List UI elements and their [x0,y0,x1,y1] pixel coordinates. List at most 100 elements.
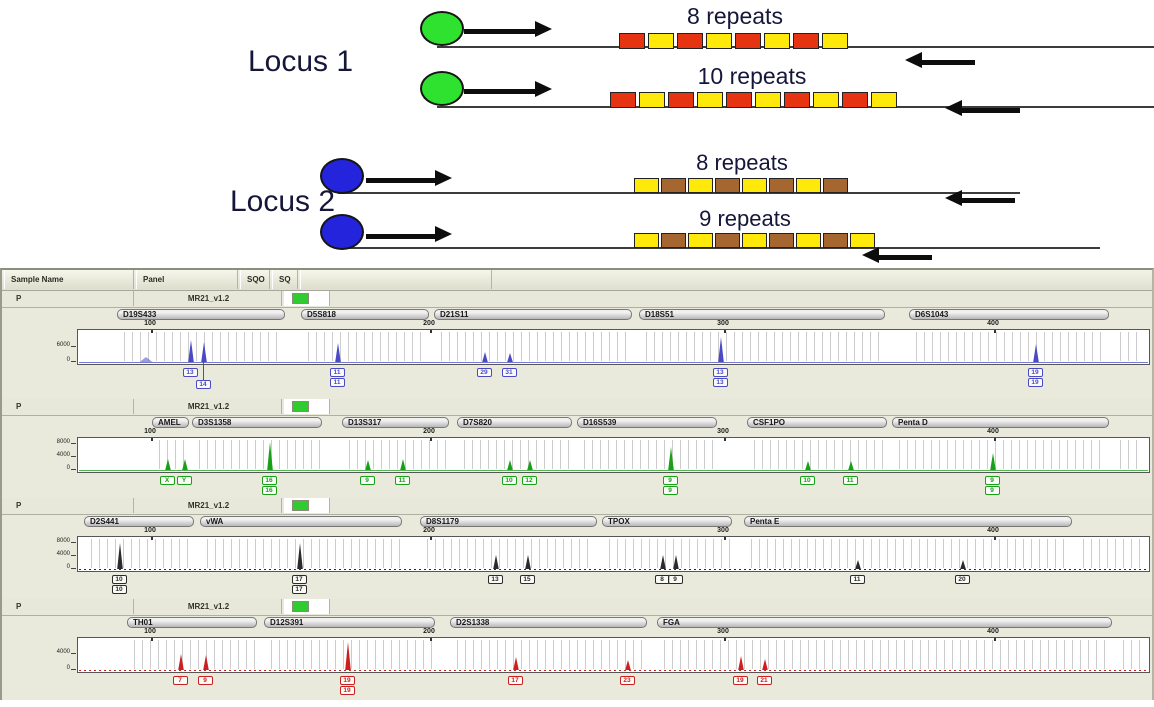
repeat-unit-box [634,178,659,193]
sample-row-strip[interactable]: P MR21_v1.2 [2,399,1152,416]
allele-label: 16 [261,476,277,485]
allele-bin-line [236,332,237,361]
marker-name-label: Penta E [750,517,780,526]
allele-bin-line [391,539,392,568]
allele-peak [625,660,631,670]
allele-bin-line [529,332,530,361]
allele-bin-line [481,640,482,669]
y-axis-label: 0 [66,465,70,471]
allele-bin-line [641,640,642,669]
sample-row-strip[interactable]: P MR21_v1.2 [2,291,1152,308]
marker-bar-penta-e[interactable]: Penta E [744,516,1072,527]
y-axis-tick [71,669,76,670]
allele-call: 16 16 [260,476,278,495]
marker-bar-fga[interactable]: FGA [657,617,1112,628]
marker-bar-csf1po[interactable]: CSF1PO [747,417,887,428]
marker-bar-d16s539[interactable]: D16S539 [577,417,717,428]
allele-bin-line [1020,332,1021,361]
marker-bar-th01[interactable]: TH01 [127,617,257,628]
allele-bin-line [1091,539,1092,568]
size-standard-mark [724,638,726,641]
allele-bin-line [1083,539,1084,568]
allele-peak [513,657,519,670]
allele-bin-line [174,640,175,669]
marker-bar-d19s433[interactable]: D19S433 [117,309,285,320]
marker-bar-d21s11[interactable]: D21S11 [434,309,632,320]
allele-bin-line [568,440,569,469]
allele-bin-line [343,539,344,568]
electropherogram-plot[interactable] [77,437,1150,473]
size-tick-label: 400 [987,428,999,435]
sizing-quality-pass-indicator[interactable] [292,401,309,412]
allele-bin-line [1051,440,1052,469]
allele-bin-line [696,640,697,669]
allele-bin-line [948,332,949,361]
allele-call: 7 [171,676,189,685]
allele-bin-line [1063,539,1064,568]
marker-bar-d5s818[interactable]: D5S818 [301,309,429,320]
allele-bin-line [854,332,855,361]
marker-bar-penta-d[interactable]: Penta D [892,417,1109,428]
reverse-primer-arrow [960,108,1020,113]
allele-bin-line [1019,440,1020,469]
allele-bin-line [473,640,474,669]
electropherogram-plot[interactable] [77,329,1150,365]
allele-bin-line [356,332,357,361]
allele-bin-line [271,539,272,568]
allele-bin-line [255,440,256,469]
allele-label: 23 [619,676,635,685]
marker-bar-d18s51[interactable]: D18S51 [639,309,885,320]
allele-bin-line [888,640,889,669]
allele-bin-line [943,539,944,568]
electropherogram-plot[interactable] [77,637,1150,673]
allele-bin-line [800,640,801,669]
allele-bin-line [443,539,444,568]
allele-bin-line [228,332,229,361]
column-header-sq[interactable]: SQ [272,270,298,289]
repeat-unit-box [742,178,767,193]
allele-bin-line [555,539,556,568]
sizing-quality-pass-indicator[interactable] [292,293,309,304]
repeat-unit-box [648,33,674,49]
allele-bin-line [467,539,468,568]
size-tick-label: 200 [423,428,435,435]
allele-bin-line [689,539,690,568]
allele-label: 9 [984,476,1000,485]
marker-bar-d12s391[interactable]: D12S391 [264,617,435,628]
column-header-sample-name[interactable]: Sample Name [4,270,134,289]
allele-bin-line [295,539,296,568]
allele-peak [990,453,996,470]
marker-bar-d2s1338[interactable]: D2S1338 [450,617,647,628]
allele-bin-line [704,440,705,469]
allele-bin-line [808,640,809,669]
sizing-quality-pass-indicator[interactable] [292,601,309,612]
allele-bin-line [214,640,215,669]
marker-bar-d7s820[interactable]: D7S820 [457,417,572,428]
marker-bar-d6s1043[interactable]: D6S1043 [909,309,1109,320]
repeat-unit-box [726,92,752,108]
allele-label: 10 [799,476,815,485]
marker-bar-amel[interactable]: AMEL [152,417,189,428]
size-standard-mark [430,638,432,641]
marker-bar-d2s441[interactable]: D2S441 [84,516,194,527]
marker-bar-d13s317[interactable]: D13S317 [342,417,449,428]
column-header-panel[interactable]: Panel [136,270,238,289]
allele-bin-line [814,332,815,361]
allele-bin-line [855,539,856,568]
allele-bin-line [180,332,181,361]
marker-bar-d3s1358[interactable]: D3S1358 [192,417,322,428]
marker-bar-vwa[interactable]: vWA [200,516,402,527]
allele-peak [660,555,666,569]
sizing-quality-pass-indicator[interactable] [292,500,309,511]
column-header-sqo[interactable]: SQO [240,270,270,289]
locus-1-label: Locus 1 [248,45,354,78]
marker-bar-d8s1179[interactable]: D8S1179 [420,516,597,527]
marker-bar-tpox[interactable]: TPOX [602,516,732,527]
marker-name-label: D5S818 [307,310,336,319]
allele-bin-line [349,440,350,469]
sample-row-strip[interactable]: P MR21_v1.2 [2,599,1152,616]
allele-bin-line [718,332,719,361]
sample-row-strip[interactable]: P MR21_v1.2 [2,498,1152,515]
allele-call: 29 [475,368,493,377]
electropherogram-plot[interactable] [77,536,1150,572]
